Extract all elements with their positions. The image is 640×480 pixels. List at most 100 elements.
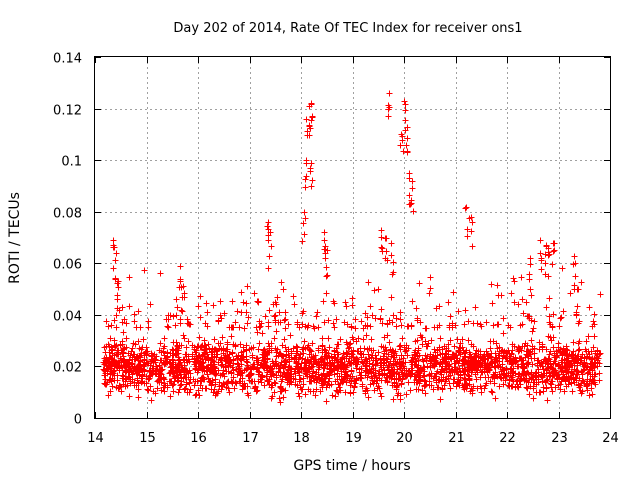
background-point (575, 347, 582, 354)
data-point (303, 116, 310, 123)
background-point (218, 315, 225, 322)
background-point (189, 342, 196, 349)
background-point (185, 338, 192, 345)
background-point (423, 381, 430, 388)
background-point (196, 392, 203, 399)
background-point (272, 380, 279, 387)
background-point (309, 340, 316, 347)
background-point (178, 374, 185, 381)
data-point (268, 243, 275, 250)
background-point (434, 347, 441, 354)
background-point (384, 379, 391, 386)
background-point (379, 320, 386, 327)
background-point (114, 364, 121, 371)
background-point (230, 374, 237, 381)
background-point (203, 300, 210, 307)
background-point (402, 348, 409, 355)
background-point (268, 395, 275, 402)
data-point (308, 160, 315, 167)
background-point (253, 324, 260, 331)
background-point (125, 374, 132, 381)
background-point (232, 379, 239, 386)
data-point (322, 243, 329, 250)
data-point (178, 307, 185, 314)
background-point (522, 340, 529, 347)
data-point (379, 245, 386, 252)
background-point (388, 375, 395, 382)
background-point (250, 361, 257, 368)
data-point (402, 107, 409, 114)
background-point (498, 292, 505, 299)
data-point (526, 276, 533, 283)
background-point (209, 367, 216, 374)
background-point (338, 373, 345, 380)
background-point (321, 319, 328, 326)
background-point (412, 373, 419, 380)
chart-title: Day 202 of 2014, Rate Of TEC Index for r… (173, 21, 522, 36)
background-point (187, 386, 194, 393)
background-point (180, 332, 187, 339)
background-point (147, 383, 154, 390)
background-point (557, 381, 564, 388)
background-point (457, 345, 464, 352)
background-point (500, 353, 507, 360)
data-point (273, 328, 280, 335)
background-point (255, 357, 262, 364)
background-point (108, 363, 115, 370)
background-point (351, 384, 358, 391)
background-point (154, 385, 161, 392)
background-point (398, 322, 405, 329)
background-point (365, 279, 372, 286)
background-point (551, 352, 558, 359)
background-point (128, 348, 135, 355)
background-point (376, 385, 383, 392)
background-point (398, 380, 405, 387)
background-point (367, 303, 374, 310)
background-point (211, 336, 218, 343)
background-point (237, 341, 244, 348)
background-point (108, 322, 115, 329)
background-point (500, 330, 507, 337)
background-point (353, 365, 360, 372)
background-point (226, 389, 233, 396)
data-point (542, 260, 549, 267)
background-point (530, 395, 537, 402)
background-point (584, 370, 591, 377)
background-point (135, 394, 142, 401)
background-point (404, 323, 411, 330)
background-point (229, 298, 236, 305)
background-point (243, 300, 250, 307)
background-point (307, 347, 314, 354)
background-point (543, 367, 550, 374)
background-point (350, 354, 357, 361)
background-point (397, 309, 404, 316)
background-point (539, 341, 546, 348)
background-point (469, 390, 476, 397)
background-point (236, 324, 243, 331)
background-point (313, 369, 320, 376)
background-point (302, 391, 309, 398)
background-point (426, 382, 433, 389)
background-point (571, 379, 578, 386)
background-point (285, 321, 292, 328)
background-point (262, 313, 269, 320)
background-point (515, 384, 522, 391)
background-point (135, 308, 142, 315)
background-point (386, 370, 393, 377)
background-point (461, 371, 468, 378)
background-point (129, 376, 136, 383)
background-point (293, 343, 300, 350)
background-point (596, 377, 603, 384)
background-point (141, 367, 148, 374)
background-point (509, 360, 516, 367)
background-point (333, 316, 340, 323)
background-point (323, 349, 330, 356)
background-point (504, 358, 511, 365)
background-point (169, 363, 176, 370)
background-point (528, 337, 535, 344)
background-point (500, 315, 507, 322)
background-point (248, 365, 255, 372)
background-point (131, 311, 138, 318)
background-point (388, 364, 395, 371)
background-point (106, 377, 113, 384)
